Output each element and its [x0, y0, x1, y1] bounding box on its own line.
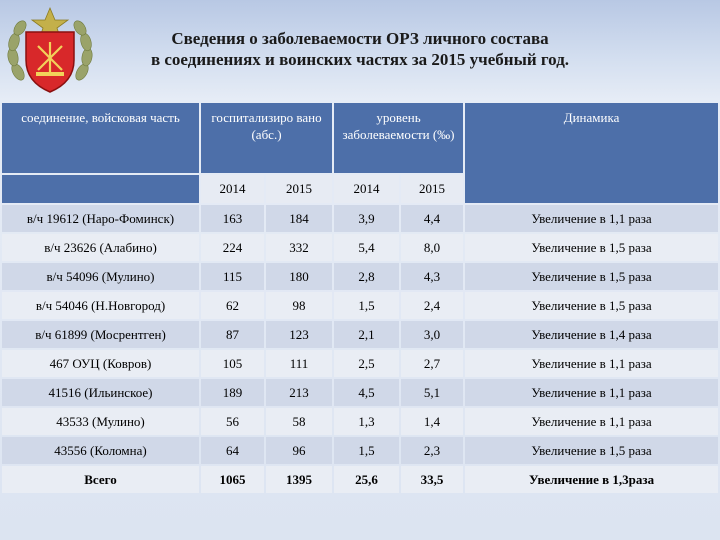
rate-2015: 2,3 — [401, 437, 464, 464]
rate-2014: 4,5 — [334, 379, 400, 406]
rate-2015: 4,3 — [401, 263, 464, 290]
table-row: в/ч 19612 (Наро-Фоминск) 163 184 3,9 4,4… — [2, 205, 719, 232]
unit-name: в/ч 61899 (Мосрентген) — [2, 321, 199, 348]
hosp-2015: 96 — [266, 437, 333, 464]
rate-2015: 3,0 — [401, 321, 464, 348]
table-row: в/ч 61899 (Мосрентген) 87 123 2,1 3,0 Ув… — [2, 321, 719, 348]
header-dynamics: Динамика — [465, 103, 719, 203]
total-dynamics: Увеличение в 1,3раза — [465, 466, 719, 493]
rate-2014: 2,1 — [334, 321, 400, 348]
rate-2015: 1,4 — [401, 408, 464, 435]
dynamics: Увеличение в 1,1 раза — [465, 379, 719, 406]
rate-2014: 2,5 — [334, 350, 400, 377]
total-hosp-2014: 1065 — [201, 466, 264, 493]
hosp-2015: 332 — [266, 234, 333, 261]
header-rate-label: уровень заболеваемости (‰) — [342, 110, 455, 142]
table-row: 467 ОУЦ (Ковров) 105 111 2,5 2,7 Увеличе… — [2, 350, 719, 377]
military-emblem-icon — [7, 6, 93, 93]
header-unit-blank — [2, 175, 199, 203]
hosp-2015: 98 — [266, 292, 333, 319]
hosp-2015: 213 — [266, 379, 333, 406]
hosp-2015: 123 — [266, 321, 333, 348]
total-rate-2015: 33,5 — [401, 466, 464, 493]
total-hosp-2015: 1395 — [266, 466, 333, 493]
unit-name: 41516 (Ильинское) — [2, 379, 199, 406]
header-dynamics-label: Динамика — [563, 110, 620, 125]
hosp-2015: 180 — [266, 263, 333, 290]
total-row: Всего 1065 1395 25,6 33,5 Увеличение в 1… — [2, 466, 719, 493]
unit-name: в/ч 54046 (Н.Новгород) — [2, 292, 199, 319]
table-row: в/ч 54096 (Мулино) 115 180 2,8 4,3 Увели… — [2, 263, 719, 290]
title-line-1: Сведения о заболеваемости ОРЗ личного со… — [171, 29, 549, 48]
rate-2014: 1,5 — [334, 292, 400, 319]
rate-2014: 1,5 — [334, 437, 400, 464]
hosp-2014: 62 — [201, 292, 264, 319]
year-rate-2014: 2014 — [334, 175, 400, 203]
hosp-2014: 189 — [201, 379, 264, 406]
hosp-2015: 111 — [266, 350, 333, 377]
morbidity-table: соединение, войсковая часть госпитализир… — [0, 101, 720, 495]
hosp-2014: 56 — [201, 408, 264, 435]
hosp-2014: 64 — [201, 437, 264, 464]
header-hospitalized-label: госпитализиро вано (абс.) — [211, 110, 322, 142]
unit-name: 43533 (Мулино) — [2, 408, 199, 435]
hosp-2015: 184 — [266, 205, 333, 232]
unit-name: 43556 (Коломна) — [2, 437, 199, 464]
dynamics: Увеличение в 1,5 раза — [465, 234, 719, 261]
rate-2015: 8,0 — [401, 234, 464, 261]
header-unit-label: соединение, войсковая часть — [21, 110, 180, 125]
table-row: в/ч 23626 (Алабино) 224 332 5,4 8,0 Увел… — [2, 234, 719, 261]
hosp-2014: 163 — [201, 205, 264, 232]
year-rate-2015: 2015 — [401, 175, 464, 203]
page-title: Сведения о заболеваемости ОРЗ личного со… — [100, 28, 620, 70]
unit-name: в/ч 19612 (Наро-Фоминск) — [2, 205, 199, 232]
table-row: 41516 (Ильинское) 189 213 4,5 5,1 Увелич… — [2, 379, 719, 406]
table-row: 43556 (Коломна) 64 96 1,5 2,3 Увеличение… — [2, 437, 719, 464]
rate-2014: 5,4 — [334, 234, 400, 261]
dynamics: Увеличение в 1,4 раза — [465, 321, 719, 348]
unit-name: 467 ОУЦ (Ковров) — [2, 350, 199, 377]
dynamics: Увеличение в 1,1 раза — [465, 350, 719, 377]
dynamics: Увеличение в 1,5 раза — [465, 292, 719, 319]
rate-2014: 1,3 — [334, 408, 400, 435]
rate-2015: 4,4 — [401, 205, 464, 232]
total-rate-2014: 25,6 — [334, 466, 400, 493]
header-unit: соединение, войсковая часть — [2, 103, 199, 173]
total-label: Всего — [2, 466, 199, 493]
header-rate: уровень заболеваемости (‰) — [334, 103, 464, 173]
hosp-2015: 58 — [266, 408, 333, 435]
dynamics: Увеличение в 1,5 раза — [465, 437, 719, 464]
dynamics: Увеличение в 1,1 раза — [465, 408, 719, 435]
rate-2014: 2,8 — [334, 263, 400, 290]
table-row: 43533 (Мулино) 56 58 1,3 1,4 Увеличение … — [2, 408, 719, 435]
hosp-2014: 87 — [201, 321, 264, 348]
rate-2015: 5,1 — [401, 379, 464, 406]
hosp-2014: 105 — [201, 350, 264, 377]
rate-2015: 2,4 — [401, 292, 464, 319]
header-hospitalized: госпитализиро вано (абс.) — [201, 103, 333, 173]
table-row: в/ч 54046 (Н.Новгород) 62 98 1,5 2,4 Уве… — [2, 292, 719, 319]
year-hosp-2015: 2015 — [266, 175, 333, 203]
title-line-2: в соединениях и воинских частях за 2015 … — [150, 50, 570, 69]
unit-name: в/ч 23626 (Алабино) — [2, 234, 199, 261]
hosp-2014: 224 — [201, 234, 264, 261]
year-hosp-2014: 2014 — [201, 175, 264, 203]
hosp-2014: 115 — [201, 263, 264, 290]
dynamics: Увеличение в 1,1 раза — [465, 205, 719, 232]
dynamics: Увеличение в 1,5 раза — [465, 263, 719, 290]
rate-2014: 3,9 — [334, 205, 400, 232]
rate-2015: 2,7 — [401, 350, 464, 377]
unit-name: в/ч 54096 (Мулино) — [2, 263, 199, 290]
